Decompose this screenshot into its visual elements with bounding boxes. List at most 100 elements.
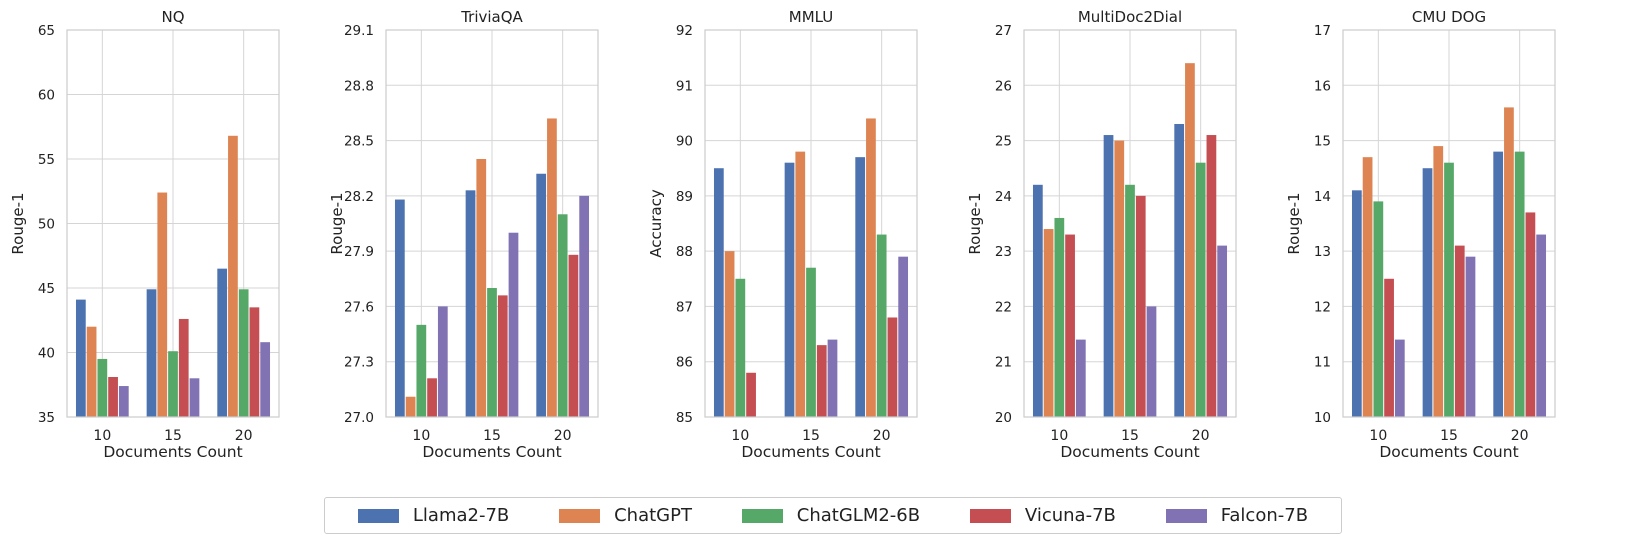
- y-tick-label: 65: [38, 23, 55, 39]
- bar: [536, 173, 547, 417]
- bar: [784, 162, 795, 417]
- bar: [898, 256, 909, 417]
- bar: [75, 299, 86, 417]
- bar: [394, 199, 405, 417]
- y-tick-label: 55: [38, 152, 55, 168]
- bar: [887, 317, 898, 417]
- bar: [1394, 339, 1405, 417]
- bar: [1514, 151, 1525, 417]
- plot-frame: [385, 29, 599, 418]
- x-tick-label: 10: [93, 428, 111, 444]
- bar: [437, 306, 448, 417]
- y-tick-label: 27: [995, 23, 1012, 39]
- bar: [1465, 256, 1476, 417]
- bar: [157, 192, 168, 417]
- panel-title: TriviaQA: [460, 8, 523, 26]
- bar: [557, 214, 568, 417]
- bar: [827, 339, 838, 417]
- legend-label: ChatGLM2-6B: [796, 505, 921, 526]
- y-tick-label: 85: [676, 410, 693, 426]
- panel-title: MMLU: [789, 8, 833, 26]
- y-tick-label: 29.1: [344, 23, 374, 39]
- y-tick-label: 22: [995, 299, 1012, 315]
- bar: [1195, 162, 1206, 417]
- bar: [568, 254, 579, 417]
- bar: [1043, 229, 1054, 417]
- x-axis-label: Documents Count: [741, 443, 880, 461]
- bar: [238, 289, 249, 417]
- bar: [795, 151, 806, 417]
- bar: [217, 268, 228, 417]
- y-tick-label: 91: [676, 78, 693, 94]
- legend-swatch: [969, 508, 1011, 523]
- bar: [168, 351, 178, 417]
- bar: [816, 345, 827, 417]
- x-tick-label: 15: [164, 428, 182, 444]
- y-tick-label: 28.5: [344, 134, 374, 150]
- bar: [108, 377, 118, 417]
- x-axis-label: Documents Count: [1060, 443, 1199, 461]
- bar: [1525, 212, 1536, 417]
- bar: [1454, 245, 1465, 417]
- y-tick-label: 24: [995, 189, 1012, 205]
- bar: [746, 372, 756, 417]
- x-tick-label: 20: [1511, 428, 1529, 444]
- y-tick-label: 11: [1314, 355, 1331, 371]
- bar: [735, 278, 746, 417]
- bar: [1206, 135, 1217, 418]
- x-tick-label: 15: [483, 428, 501, 444]
- y-tick-label: 27.9: [344, 244, 374, 260]
- y-tick-label: 28.2: [344, 189, 374, 205]
- bar: [1103, 135, 1114, 418]
- bar: [249, 307, 260, 417]
- bar: [876, 234, 887, 417]
- bar: [713, 168, 724, 417]
- panel-title: NQ: [161, 8, 184, 26]
- x-tick-label: 20: [235, 428, 253, 444]
- legend-item-llama2-7b: Llama2-7B: [357, 505, 510, 526]
- bar: [1373, 201, 1384, 417]
- bar: [427, 378, 437, 417]
- bar: [1493, 151, 1504, 417]
- y-tick-label: 89: [676, 189, 693, 205]
- bar: [189, 378, 200, 417]
- bar: [1135, 195, 1146, 417]
- legend-swatch: [741, 508, 783, 523]
- bar: [806, 267, 816, 417]
- bar: [724, 251, 735, 417]
- y-axis-label: Accuracy: [647, 189, 665, 258]
- y-tick-label: 35: [38, 410, 55, 426]
- bar: [146, 289, 157, 417]
- legend: Llama2-7B ChatGPT ChatGLM2-6B Vicuna-7B …: [324, 497, 1342, 534]
- x-tick-label: 20: [554, 428, 572, 444]
- bar: [1185, 63, 1195, 418]
- bar: [1146, 306, 1157, 417]
- y-tick-label: 60: [38, 88, 55, 104]
- y-axis-label: Rouge-1: [328, 192, 346, 254]
- y-tick-label: 15: [1314, 134, 1331, 150]
- x-tick-label: 15: [802, 428, 820, 444]
- legend-item-chatglm2-6b: ChatGLM2-6B: [741, 505, 921, 526]
- bar: [1444, 162, 1454, 417]
- legend-label: Llama2-7B: [412, 505, 510, 526]
- x-tick-label: 10: [1050, 428, 1068, 444]
- bar: [416, 324, 427, 417]
- y-tick-label: 14: [1314, 189, 1331, 205]
- x-tick-label: 15: [1121, 428, 1139, 444]
- bar: [1125, 184, 1135, 417]
- y-axis-label: Rouge-1: [966, 192, 984, 254]
- bar: [1362, 157, 1373, 417]
- y-tick-label: 90: [676, 134, 693, 150]
- plot-frame: [66, 29, 280, 418]
- bar: [547, 118, 557, 417]
- bar: [97, 358, 108, 417]
- legend-item-vicuna-7b: Vicuna-7B: [969, 505, 1116, 526]
- bar: [178, 318, 189, 417]
- y-tick-label: 45: [38, 281, 55, 297]
- bar: [1032, 184, 1043, 417]
- bar: [1536, 234, 1547, 417]
- bar: [508, 232, 519, 417]
- bar: [86, 326, 97, 417]
- bar: [1433, 146, 1444, 417]
- bar: [1504, 107, 1514, 418]
